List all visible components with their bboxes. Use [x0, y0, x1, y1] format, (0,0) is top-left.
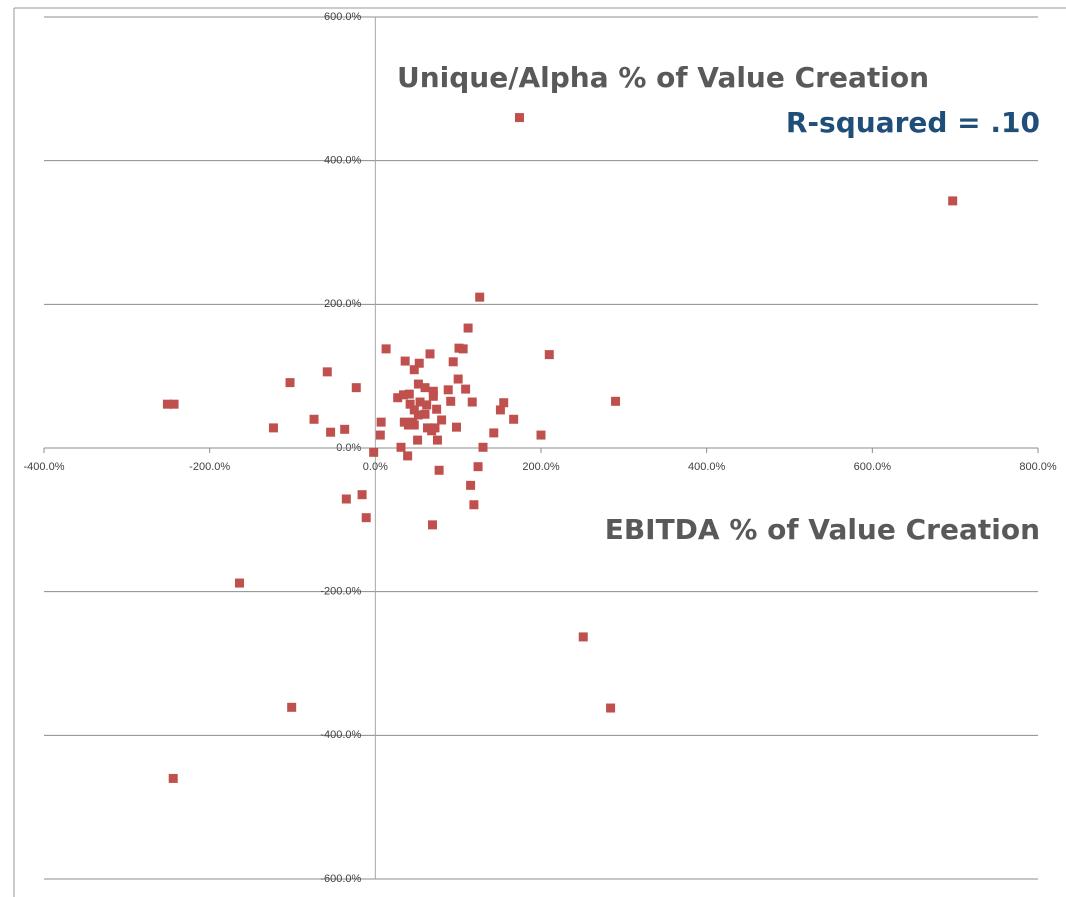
point	[606, 703, 616, 713]
point	[458, 344, 468, 354]
x-tick-label: 0.0%	[363, 461, 388, 473]
point	[489, 428, 499, 438]
point	[415, 397, 425, 407]
point	[499, 398, 509, 408]
y-tick-label: 200.0%	[324, 298, 362, 310]
point	[475, 292, 485, 302]
point	[413, 379, 423, 389]
point	[405, 399, 415, 409]
point	[400, 356, 410, 366]
point	[611, 396, 621, 406]
point	[168, 773, 178, 783]
y-tick-label: -600.0%	[320, 873, 361, 885]
point	[340, 424, 350, 434]
y-tick-label: -400.0%	[320, 729, 361, 741]
y-tick-label: 600.0%	[324, 11, 362, 23]
point	[341, 494, 351, 504]
point	[234, 578, 244, 588]
x-tick-label: 200.0%	[522, 461, 560, 473]
x-axis-label: EBITDA % of Value Creation	[605, 513, 1040, 546]
point	[948, 196, 958, 206]
point	[351, 383, 361, 393]
point	[578, 632, 588, 642]
x-tick-label: 400.0%	[688, 461, 726, 473]
point	[453, 374, 463, 384]
point	[473, 462, 483, 472]
x-tick-label: 600.0%	[854, 461, 892, 473]
annotation: R-squared = .10	[786, 106, 1040, 139]
x-tick-label: -400.0%	[24, 461, 65, 473]
y-axis-label: Unique/Alpha % of Value Creation	[397, 61, 929, 94]
x-tick-label: 800.0%	[1019, 461, 1057, 473]
x-tick-label: -200.0%	[189, 461, 230, 473]
point	[326, 427, 336, 437]
point	[409, 405, 419, 415]
point	[509, 414, 519, 424]
y-tick-label: -200.0%	[320, 586, 361, 598]
point	[544, 350, 554, 360]
point	[322, 367, 332, 377]
point	[287, 702, 297, 712]
point	[432, 404, 442, 414]
point	[285, 378, 295, 388]
point	[376, 417, 386, 427]
point	[381, 344, 391, 354]
point	[434, 465, 444, 475]
point	[495, 405, 505, 415]
point	[463, 323, 473, 333]
point	[268, 423, 278, 433]
point	[420, 409, 430, 419]
point	[536, 430, 546, 440]
point	[409, 365, 419, 375]
point	[413, 435, 423, 445]
point	[422, 400, 432, 410]
point	[461, 384, 471, 394]
point	[375, 430, 385, 440]
point	[427, 520, 437, 530]
point	[393, 393, 403, 403]
point	[466, 480, 476, 490]
point	[420, 383, 430, 393]
point	[409, 420, 419, 430]
point	[452, 422, 462, 432]
point	[448, 357, 458, 367]
point	[437, 415, 447, 425]
point	[162, 399, 172, 409]
point	[467, 397, 477, 407]
point	[414, 358, 424, 368]
point	[357, 490, 367, 500]
point	[396, 442, 406, 452]
point	[428, 386, 438, 396]
point	[403, 451, 413, 461]
point	[425, 349, 435, 359]
point	[413, 410, 423, 420]
y-tick-label: 400.0%	[324, 155, 362, 167]
point	[369, 447, 379, 457]
point	[469, 500, 479, 510]
point	[404, 389, 414, 399]
point	[432, 435, 442, 445]
point	[361, 513, 371, 523]
point	[428, 391, 438, 401]
point	[478, 442, 488, 452]
point	[430, 423, 440, 433]
point	[443, 385, 453, 395]
point	[399, 417, 409, 427]
point	[398, 390, 408, 400]
point	[446, 396, 456, 406]
point	[514, 113, 524, 123]
point	[169, 399, 179, 409]
point	[309, 414, 319, 424]
